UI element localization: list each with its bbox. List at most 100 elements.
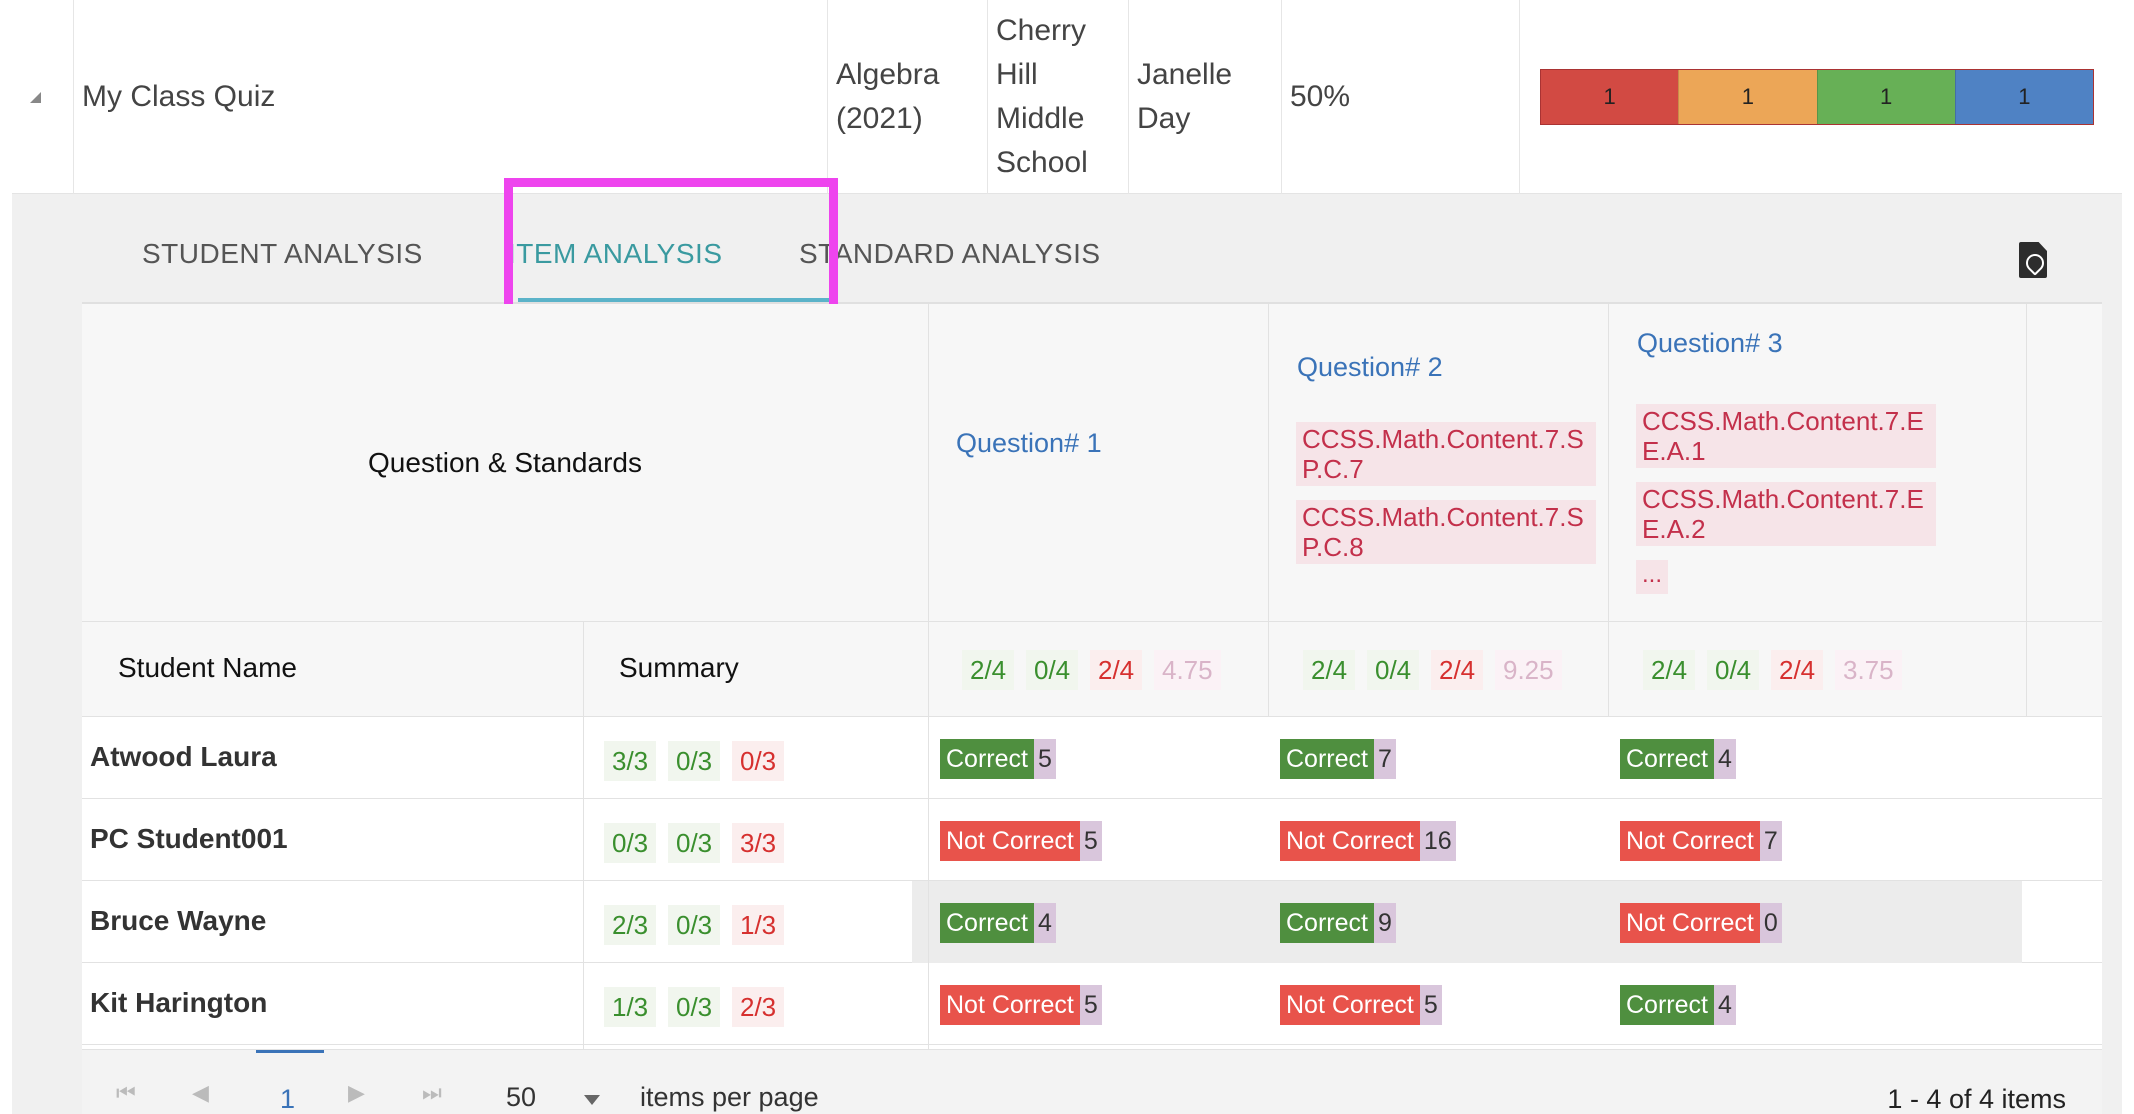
result-time: 5: [1033, 739, 1056, 779]
last-page-icon[interactable]: ⏭: [422, 1080, 442, 1105]
question-1-link[interactable]: Question# 1: [956, 428, 1102, 458]
summary-chip: 0/3: [604, 823, 657, 863]
page-number[interactable]: 1: [280, 1084, 296, 1114]
incorrect-count-chip: 2/4: [1771, 650, 1824, 690]
divider: [583, 621, 584, 1049]
result-label: Correct: [1620, 985, 1714, 1025]
result-badge[interactable]: Correct 4: [940, 903, 1056, 943]
result-label: Not Correct: [1620, 903, 1760, 943]
quiz-teacher: Janelle Day: [1137, 58, 1233, 135]
result-time: 5: [1079, 985, 1102, 1025]
student-name[interactable]: PC Student001: [90, 823, 288, 854]
performance-segment: 1: [1541, 70, 1679, 124]
correct-count-chip: 2/4: [1643, 650, 1696, 690]
tab-standard-analysis[interactable]: STANDARD ANALYSIS: [799, 238, 1101, 269]
pager: ⏮ ◀ 1 ▶ ⏭ 50 items per page 1 - 4 of 4 i…: [82, 1049, 2102, 1114]
student-name-header[interactable]: Student Name: [118, 652, 297, 683]
result-time: 7: [1373, 739, 1396, 779]
prev-page-icon[interactable]: ◀: [192, 1080, 209, 1105]
standard-tag[interactable]: CCSS.Math.Content.7.EE.A.1: [1636, 404, 1936, 468]
result-badge[interactable]: Not Correct 7: [1620, 821, 1782, 861]
result-badge[interactable]: Not Correct 0: [1620, 903, 1782, 943]
result-badge[interactable]: Correct 5: [940, 739, 1056, 779]
summary-chip: 3/3: [732, 823, 785, 863]
result-label: Not Correct: [940, 985, 1080, 1025]
quiz-name[interactable]: My Class Quiz: [82, 80, 276, 113]
correct-count-chip: 2/4: [962, 650, 1015, 690]
pdf-icon[interactable]: [2019, 242, 2047, 278]
summary-chip: 1/3: [732, 905, 785, 945]
next-page-icon[interactable]: ▶: [348, 1080, 365, 1105]
result-label: Correct: [940, 739, 1034, 779]
table-row[interactable]: Bruce Wayne 2/3 0/3 1/3 Correct 4 Correct 9 Not …: [82, 881, 2102, 963]
standard-tag[interactable]: CCSS.Math.Content.7.EE.A.2: [1636, 482, 1936, 546]
summary-chip: 2/3: [604, 905, 657, 945]
result-badge[interactable]: Not Correct 5: [940, 821, 1102, 861]
summary-chip: 0/3: [668, 823, 721, 863]
result-label: Correct: [1620, 739, 1714, 779]
quiz-course: Algebra (2021): [836, 58, 940, 135]
analysis-panel: STUDENT ANALYSIS ITEM ANALYSIS STANDARD …: [12, 178, 2122, 1114]
partial-count-chip: 0/4: [1707, 650, 1760, 690]
result-badge[interactable]: Not Correct 16: [1280, 821, 1456, 861]
result-badge[interactable]: Correct 4: [1620, 739, 1736, 779]
partial-count-chip: 0/4: [1367, 650, 1420, 690]
teacher-cell: Janelle Day: [1129, 0, 1282, 194]
table-row[interactable]: PC Student001 0/3 0/3 3/3 Not Correct 5 Not Co…: [82, 799, 2102, 881]
active-page-indicator: [256, 1050, 324, 1053]
expand-cell[interactable]: [12, 0, 74, 194]
column-header-row: Student Name Summary 2/4 0/4 2/4 4.75 2/4 0/4…: [82, 621, 2102, 717]
tab-item-analysis[interactable]: ITEM ANALYSIS: [508, 238, 723, 269]
avg-time-chip: 9.25: [1495, 650, 1562, 690]
result-label: Correct: [940, 903, 1034, 943]
more-standards-link[interactable]: ...: [1636, 560, 1669, 594]
standard-tag[interactable]: CCSS.Math.Content.7.SP.C.8: [1296, 500, 1596, 564]
result-time: 0: [1759, 903, 1782, 943]
student-name[interactable]: Atwood Laura: [90, 741, 277, 772]
course-cell: Algebra (2021): [828, 0, 988, 194]
result-badge[interactable]: Correct 7: [1280, 739, 1396, 779]
school-cell: Cherry Hill Middle School: [988, 0, 1129, 194]
quiz-row[interactable]: My Class Quiz Algebra (2021) Cherry Hill…: [12, 0, 2122, 194]
score-cell: 50%: [1282, 0, 1520, 194]
divider: [928, 304, 929, 1049]
first-page-icon[interactable]: ⏮: [116, 1080, 136, 1105]
result-badge[interactable]: Not Correct 5: [940, 985, 1102, 1025]
result-time: 4: [1713, 739, 1736, 779]
result-badge[interactable]: Not Correct 5: [1280, 985, 1442, 1025]
tab-student-analysis[interactable]: STUDENT ANALYSIS: [142, 238, 423, 269]
quiz-school: Cherry Hill Middle School: [996, 14, 1088, 179]
summary-chip: 1/3: [604, 987, 657, 1027]
question-standards-title: Question & Standards: [368, 446, 642, 478]
result-badge[interactable]: Correct 4: [1620, 985, 1736, 1025]
result-time: 7: [1759, 821, 1782, 861]
row-hover-background: [912, 881, 2022, 963]
result-label: Not Correct: [1620, 821, 1760, 861]
quiz-score: 50%: [1290, 80, 1351, 113]
table-row[interactable]: Kit Harington 1/3 0/3 2/3 Not Correct 5 Not Co…: [82, 963, 2102, 1045]
dropdown-caret-icon[interactable]: [584, 1095, 600, 1105]
result-time: 5: [1079, 821, 1102, 861]
result-label: Correct: [1280, 903, 1374, 943]
correct-count-chip: 2/4: [1303, 650, 1356, 690]
question-2-link[interactable]: Question# 2: [1297, 352, 1443, 382]
incorrect-count-chip: 2/4: [1090, 650, 1143, 690]
student-name[interactable]: Bruce Wayne: [90, 905, 267, 936]
avg-time-chip: 4.75: [1154, 650, 1221, 690]
divider: [2026, 304, 2027, 717]
result-badge[interactable]: Correct 9: [1280, 903, 1396, 943]
performance-segment: 1: [1954, 70, 2093, 124]
result-time: 4: [1033, 903, 1056, 943]
result-label: Correct: [1280, 739, 1374, 779]
student-name[interactable]: Kit Harington: [90, 987, 268, 1018]
table-row[interactable]: Atwood Laura 3/3 0/3 0/3 Correct 5 Correct 7 Cor…: [82, 717, 2102, 799]
result-time: 5: [1419, 985, 1442, 1025]
page-size-select[interactable]: 50: [506, 1082, 537, 1112]
standard-tag[interactable]: CCSS.Math.Content.7.SP.C.7: [1296, 422, 1596, 486]
divider: [1268, 304, 1269, 717]
question-3-link[interactable]: Question# 3: [1637, 328, 1783, 358]
expand-arrow-icon[interactable]: [30, 92, 41, 103]
analysis-tabs: STUDENT ANALYSIS ITEM ANALYSIS STANDARD …: [82, 178, 2102, 338]
summary-header[interactable]: Summary: [619, 652, 739, 683]
